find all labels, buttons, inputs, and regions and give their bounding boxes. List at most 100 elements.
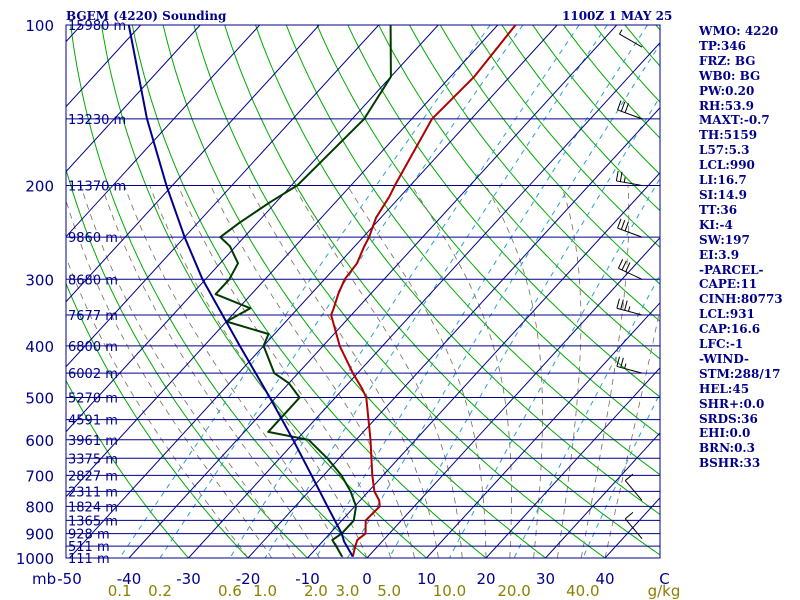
height-label: 5270 m	[68, 392, 118, 407]
wind-barb	[617, 259, 643, 280]
barb-half-flag	[619, 29, 623, 35]
sounding-profiles	[127, 25, 517, 558]
moist-adiabat	[347, 185, 487, 558]
pressure-tick-label: 200	[25, 177, 54, 195]
index-line: TP:346	[699, 38, 747, 53]
temperature-tick-label: C	[659, 570, 669, 588]
wind-barb	[624, 473, 643, 501]
temperature-tick-label: -10	[295, 570, 320, 588]
moist-adiabat	[149, 185, 368, 558]
moist-adiabat	[248, 185, 439, 558]
index-line: SRDS:36	[699, 411, 758, 426]
index-line: SW:197	[699, 232, 750, 247]
barb-half-flag	[627, 306, 631, 312]
station-title: BGEM (4220) Sounding	[66, 9, 227, 23]
moist-adiabat	[411, 185, 512, 558]
barb-flag	[617, 100, 622, 111]
barb-half-flag	[624, 363, 627, 369]
index-line: BRN:0.3	[699, 441, 755, 456]
isotherm	[69, 25, 558, 558]
index-line: PW:0.20	[699, 83, 755, 98]
isotherm	[66, 25, 499, 498]
height-label: 8680 m	[68, 273, 118, 288]
barb-flag	[624, 473, 634, 481]
barb-staff	[616, 307, 643, 316]
wind-barb	[616, 356, 643, 374]
index-line: FRZ: BG	[699, 53, 756, 68]
mixing-ratio-line	[388, 95, 660, 558]
index-line: TH:5159	[699, 128, 758, 143]
isotherm	[66, 25, 320, 303]
height-label: 6002 m	[68, 367, 118, 382]
height-label: 11370 m	[68, 179, 126, 194]
index-line: KI:-4	[699, 217, 733, 232]
height-label: 1365 m	[68, 514, 118, 529]
index-line: SHR+:0.0	[699, 396, 765, 411]
moist-adiabat	[210, 185, 415, 558]
index-line: LI:16.7	[699, 173, 747, 188]
barb-staff	[616, 365, 643, 374]
pressure-tick-label: 1000	[16, 550, 54, 568]
index-line: TT:36	[699, 202, 738, 217]
index-line: SI:14.9	[699, 187, 747, 202]
barb-flag	[620, 357, 624, 368]
pressure-tick-label: 700	[25, 467, 54, 485]
wind-barb	[624, 511, 643, 540]
isotherm	[426, 302, 660, 558]
mixing-ratio-label: 0.2	[148, 582, 172, 600]
moist-adiabat	[293, 185, 463, 558]
temperature-tick-label: 0	[362, 570, 372, 588]
index-line: L57:5.3	[699, 143, 750, 158]
temperature-tick-label: -40	[117, 570, 142, 588]
wind-barb	[615, 170, 643, 186]
barb-flag	[620, 220, 626, 230]
barb-flag	[620, 101, 626, 112]
mixing-ratio-label: 0.6	[218, 582, 242, 600]
height-label: 2311 m	[68, 485, 118, 500]
index-line: LCL:990	[699, 158, 755, 173]
pressure-tick-label: 500	[25, 390, 54, 408]
pressure-tick-label: 900	[25, 526, 54, 544]
temperature-tick-label: 20	[476, 570, 495, 588]
index-line: CAP:16.6	[699, 322, 761, 337]
moist-adiabat	[580, 185, 630, 558]
pressure-tick-label: 300	[25, 271, 54, 289]
temperature-tick-label: 10	[417, 570, 436, 588]
barb-flag	[624, 300, 628, 311]
isotherm	[66, 25, 261, 238]
isotherm	[66, 25, 380, 368]
isotherm	[366, 237, 660, 558]
mixing-ratio-label: 1.0	[253, 582, 277, 600]
barb-flag	[624, 103, 629, 113]
moist-adiabat	[124, 185, 344, 558]
index-line: -WIND-	[699, 351, 749, 366]
barb-flag	[624, 511, 634, 520]
height-label: 13230 m	[68, 113, 126, 128]
index-line: BSHR:33	[699, 456, 761, 471]
barb-flag	[615, 170, 619, 182]
height-label: 6800 m	[68, 340, 118, 355]
isotherm	[0, 25, 22, 558]
mixing-ratio-line	[264, 25, 608, 558]
dry-adiabat	[101, 25, 427, 558]
plot-frame	[65, 24, 661, 559]
index-line: EHI:0.0	[699, 426, 751, 441]
mixing-ratio-label: 0.1	[108, 582, 132, 600]
isotherm	[66, 25, 201, 173]
index-line: HEL:45	[699, 381, 750, 396]
height-label: 928 m	[68, 528, 110, 543]
pressure-tick-label: 800	[25, 498, 54, 516]
index-line: WMO: 4220	[699, 24, 779, 38]
profile-line	[330, 25, 517, 557]
mixing-ratio-label: 2.0	[304, 582, 328, 600]
barb-flag	[624, 221, 629, 232]
index-line: MAXT:-0.7	[699, 113, 770, 128]
height-label: 15980 m	[68, 19, 126, 34]
temperature-tick-label: -50	[57, 570, 82, 588]
isotherm	[485, 367, 660, 558]
index-line: LCL:931	[699, 307, 755, 322]
barb-flag	[617, 259, 624, 269]
series-group	[127, 25, 517, 558]
valid-time: 1100Z 1 MAY 25	[562, 9, 673, 23]
